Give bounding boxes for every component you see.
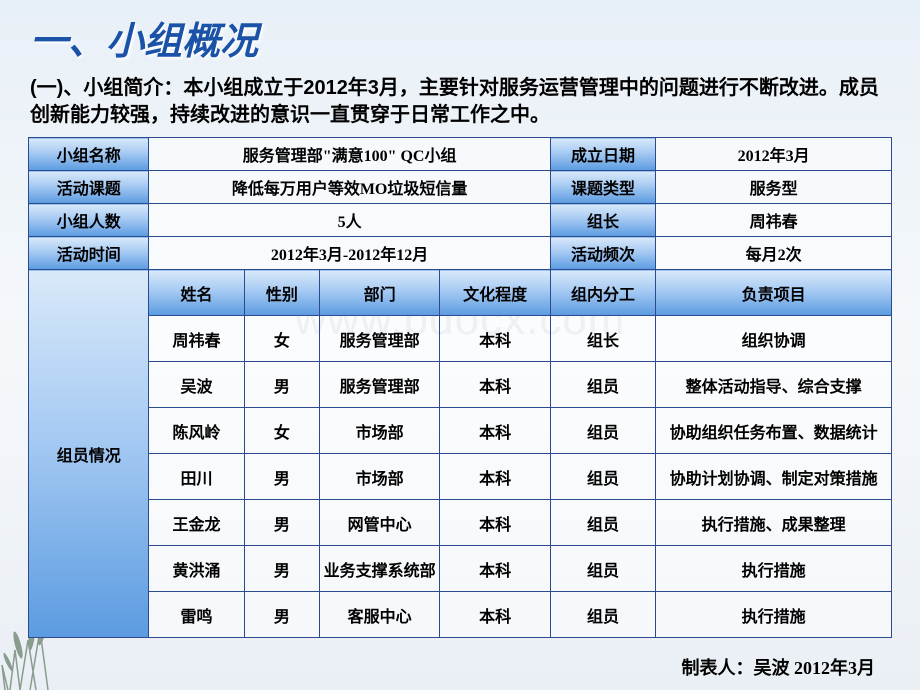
info-row: 活动时间 2012年3月-2012年12月 活动频次 每月2次 [29, 237, 892, 270]
member-duty: 整体活动指导、综合支撑 [656, 362, 892, 408]
hdr-name: 姓名 [149, 270, 244, 316]
member-gender: 女 [244, 316, 319, 362]
member-dept: 服务管理部 [319, 362, 439, 408]
member-row: 王金龙 男 网管中心 本科 组员 执行措施、成果整理 [29, 500, 892, 546]
member-duty: 执行措施、成果整理 [656, 500, 892, 546]
page-title: 一、小组概况 [0, 0, 920, 70]
value-group-name: 服务管理部"满意100" QC小组 [149, 138, 550, 171]
label-topic: 活动课题 [29, 171, 149, 204]
value-leader: 周祎春 [656, 204, 892, 237]
member-role: 组员 [550, 362, 655, 408]
intro-text: (一)、小组简介：本小组成立于2012年3月，主要针对服务运营管理中的问题进行不… [0, 70, 920, 137]
label-freq: 活动频次 [550, 237, 655, 270]
label-group-name: 小组名称 [29, 138, 149, 171]
member-dept: 服务管理部 [319, 316, 439, 362]
member-name: 吴波 [149, 362, 244, 408]
member-name: 陈风岭 [149, 408, 244, 454]
table-container: 小组名称 服务管理部"满意100" QC小组 成立日期 2012年3月 活动课题… [0, 137, 920, 638]
label-period: 活动时间 [29, 237, 149, 270]
footer-creator: 制表人：吴波 2012年3月 [682, 654, 876, 680]
member-role: 组员 [550, 408, 655, 454]
member-gender: 男 [244, 592, 319, 638]
member-dept: 市场部 [319, 408, 439, 454]
hdr-duty: 负责项目 [656, 270, 892, 316]
member-dept: 业务支撑系统部 [319, 546, 439, 592]
member-name: 雷鸣 [149, 592, 244, 638]
member-edu: 本科 [440, 546, 550, 592]
member-gender: 男 [244, 362, 319, 408]
info-row: 活动课题 降低每万用户等效MO垃圾短信量 课题类型 服务型 [29, 171, 892, 204]
value-found-date: 2012年3月 [656, 138, 892, 171]
hdr-role: 组内分工 [550, 270, 655, 316]
member-duty: 执行措施 [656, 546, 892, 592]
info-row: 小组名称 服务管理部"满意100" QC小组 成立日期 2012年3月 [29, 138, 892, 171]
member-gender: 男 [244, 546, 319, 592]
hdr-gender: 性别 [244, 270, 319, 316]
member-edu: 本科 [440, 500, 550, 546]
member-role: 组员 [550, 454, 655, 500]
member-gender: 男 [244, 454, 319, 500]
member-name: 王金龙 [149, 500, 244, 546]
label-topic-type: 课题类型 [550, 171, 655, 204]
member-edu: 本科 [440, 592, 550, 638]
value-count: 5人 [149, 204, 550, 237]
member-name: 周祎春 [149, 316, 244, 362]
value-period: 2012年3月-2012年12月 [149, 237, 550, 270]
value-freq: 每月2次 [656, 237, 892, 270]
member-edu: 本科 [440, 408, 550, 454]
label-count: 小组人数 [29, 204, 149, 237]
overview-table: 小组名称 服务管理部"满意100" QC小组 成立日期 2012年3月 活动课题… [28, 137, 892, 638]
member-duty: 协助计划协调、制定对策措施 [656, 454, 892, 500]
member-row: 雷鸣 男 客服中心 本科 组员 执行措施 [29, 592, 892, 638]
member-edu: 本科 [440, 362, 550, 408]
hdr-dept: 部门 [319, 270, 439, 316]
member-role: 组员 [550, 500, 655, 546]
hdr-edu: 文化程度 [440, 270, 550, 316]
member-role: 组员 [550, 546, 655, 592]
member-name: 田川 [149, 454, 244, 500]
member-name: 黄洪涌 [149, 546, 244, 592]
member-dept: 网管中心 [319, 500, 439, 546]
members-label: 组员情况 [29, 270, 149, 638]
label-leader: 组长 [550, 204, 655, 237]
label-found-date: 成立日期 [550, 138, 655, 171]
member-row: 田川 男 市场部 本科 组员 协助计划协调、制定对策措施 [29, 454, 892, 500]
member-gender: 男 [244, 500, 319, 546]
member-edu: 本科 [440, 454, 550, 500]
member-role: 组长 [550, 316, 655, 362]
member-row: 吴波 男 服务管理部 本科 组员 整体活动指导、综合支撑 [29, 362, 892, 408]
member-row: 陈风岭 女 市场部 本科 组员 协助组织任务布置、数据统计 [29, 408, 892, 454]
info-row: 小组人数 5人 组长 周祎春 [29, 204, 892, 237]
member-gender: 女 [244, 408, 319, 454]
member-role: 组员 [550, 592, 655, 638]
member-row: 周祎春 女 服务管理部 本科 组长 组织协调 [29, 316, 892, 362]
value-topic-type: 服务型 [656, 171, 892, 204]
member-edu: 本科 [440, 316, 550, 362]
value-topic: 降低每万用户等效MO垃圾短信量 [149, 171, 550, 204]
member-dept: 市场部 [319, 454, 439, 500]
member-row: 黄洪涌 男 业务支撑系统部 本科 组员 执行措施 [29, 546, 892, 592]
member-duty: 协助组织任务布置、数据统计 [656, 408, 892, 454]
member-duty: 组织协调 [656, 316, 892, 362]
member-duty: 执行措施 [656, 592, 892, 638]
member-header-row: 组员情况 姓名 性别 部门 文化程度 组内分工 负责项目 [29, 270, 892, 316]
member-dept: 客服中心 [319, 592, 439, 638]
